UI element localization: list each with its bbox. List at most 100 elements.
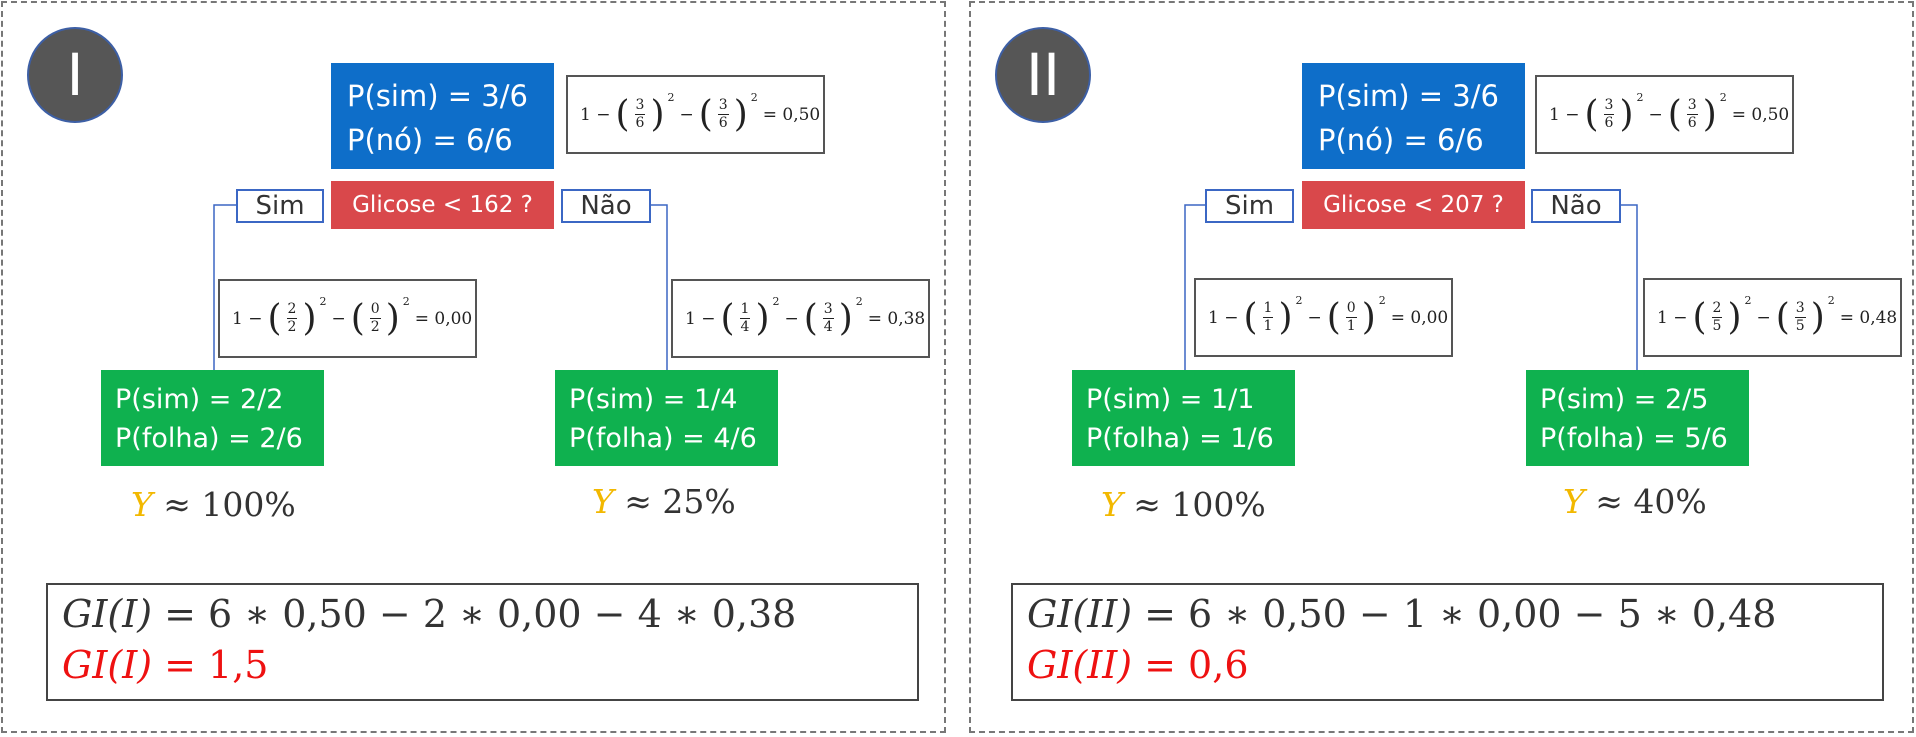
gini-prefix: 1 − (1208, 307, 1239, 328)
probability-value: ≈ 25% (624, 482, 736, 521)
gini-den-2: 4 (823, 319, 833, 335)
gini-prefix: 1 − (580, 104, 611, 125)
leaf-p-sim: P(sim) = 1/1 (1086, 384, 1255, 415)
gi-result: = 1,5 (164, 643, 269, 687)
gini-impurity-box: GI(I) = 6 ∗ 0,50 − 2 ∗ 0,00 − 4 ∗ 0,38 G… (46, 583, 919, 701)
right-leaf-node: P(sim) = 2/5 P(folha) = 5/6 (1526, 370, 1749, 466)
leaf-p-sim: P(sim) = 2/2 (115, 384, 284, 415)
gini-den-1: 4 (740, 319, 750, 335)
condition-text: Glicose < 207 ? (1323, 192, 1504, 218)
gini-num-1: 2 (1711, 300, 1723, 318)
leaf-p-folha: P(folha) = 5/6 (1540, 423, 1728, 454)
branch-no-text: Não (580, 191, 632, 221)
y-symbol: Y (131, 485, 153, 524)
leaf-p-sim: P(sim) = 2/5 (1540, 384, 1709, 415)
branch-yes-text: Sim (255, 191, 305, 221)
panel-badge: I (27, 27, 123, 123)
root-p-no: P(nó) = 6/6 (1318, 123, 1484, 157)
right-gini-formula: 1 − (2 5) 2 − (3 5) 2 = 0,48 (1643, 278, 1902, 357)
gini-den-2: 5 (1795, 318, 1805, 334)
panel-II: II P(sim) = 3/6 P(nó) = 6/6 1 − (3 6) 2 − … (969, 1, 1914, 733)
gini-den-1: 1 (1263, 318, 1273, 334)
gi-expression-line: GI(I) = 6 ∗ 0,50 − 2 ∗ 0,00 − 4 ∗ 0,38 (62, 589, 903, 640)
branch-no-text: Não (1550, 191, 1602, 221)
gini-den-1: 6 (1604, 115, 1614, 131)
left-leaf-node: P(sim) = 2/2 P(folha) = 2/6 (101, 370, 324, 466)
tree-connectors (213, 204, 668, 370)
left-gini-formula: 1 − (2 2) 2 − (0 2) 2 = 0,00 (218, 279, 477, 358)
condition-text: Glicose < 162 ? (352, 192, 533, 218)
left-leaf-node: P(sim) = 1/1 P(folha) = 1/6 (1072, 370, 1295, 466)
leaf-p-folha: P(folha) = 1/6 (1086, 423, 1274, 454)
gini-prefix: 1 − (685, 308, 716, 329)
gini-result: = 0,48 (1839, 307, 1898, 328)
gini-num-1: 3 (634, 97, 646, 115)
gini-den-1: 2 (287, 319, 297, 335)
gini-den-2: 1 (1346, 318, 1356, 334)
y-symbol: Y (1563, 482, 1585, 521)
tree-connectors (1184, 204, 1638, 370)
connector-no (651, 204, 668, 370)
right-leaf-probability: Y ≈ 40% (1563, 482, 1707, 521)
y-symbol: Y (592, 482, 614, 521)
root-p-sim: P(sim) = 3/6 (1318, 79, 1499, 113)
gini-num-2: 3 (822, 301, 834, 319)
leaf-p-sim: P(sim) = 1/4 (569, 384, 738, 415)
branch-no-label: Não (561, 189, 651, 223)
left-gini-formula: 1 − (1 1) 2 − (0 1) 2 = 0,00 (1194, 278, 1453, 357)
condition-node: Glicose < 162 ? (331, 181, 554, 229)
gini-result: = 0,50 (762, 104, 821, 125)
gini-result: = 0,00 (414, 308, 473, 329)
gini-prefix: 1 − (1657, 307, 1688, 328)
gini-prefix: 1 − (1549, 104, 1580, 125)
root-p-no: P(nó) = 6/6 (347, 123, 513, 157)
gini-den-2: 6 (718, 115, 728, 131)
probability-value: ≈ 40% (1595, 482, 1707, 521)
root-gini-formula: 1 − (3 6) 2 − (3 6) 2 = 0,50 (1535, 75, 1794, 154)
badge-label: II (1025, 41, 1061, 109)
connector-yes (1184, 204, 1205, 370)
gini-prefix: 1 − (232, 308, 263, 329)
root-node: P(sim) = 3/6 P(nó) = 6/6 (331, 63, 554, 169)
gini-result: = 0,38 (867, 308, 926, 329)
gini-num-2: 0 (369, 301, 381, 319)
left-leaf-probability: Y ≈ 100% (131, 485, 296, 524)
branch-yes-text: Sim (1224, 191, 1275, 221)
gi-expression-line: GI(II) = 6 ∗ 0,50 − 1 ∗ 0,00 − 5 ∗ 0,48 (1027, 589, 1868, 640)
gi-result: = 0,6 (1144, 643, 1249, 687)
root-gini-formula: 1 − (3 6) 2 − (3 6) 2 = 0,50 (566, 75, 825, 154)
branch-yes-label: Sim (236, 189, 324, 223)
probability-value: ≈ 100% (1133, 485, 1266, 524)
left-leaf-probability: Y ≈ 100% (1101, 485, 1266, 524)
gini-num-1: 1 (1262, 300, 1274, 318)
gi-name: GI(I) (62, 643, 153, 687)
y-symbol: Y (1101, 485, 1123, 524)
condition-node: Glicose < 207 ? (1302, 181, 1525, 229)
gi-result-line: GI(I) = 1,5 (62, 640, 903, 691)
gini-den-1: 5 (1712, 318, 1722, 334)
badge-label: I (66, 41, 84, 109)
gi-expression: = 6 ∗ 0,50 − 2 ∗ 0,00 − 4 ∗ 0,38 (164, 592, 797, 636)
gini-num-1: 2 (286, 301, 298, 319)
gi-expression: = 6 ∗ 0,50 − 1 ∗ 0,00 − 5 ∗ 0,48 (1144, 592, 1777, 636)
gini-result: = 0,00 (1390, 307, 1449, 328)
gini-num-1: 1 (739, 301, 751, 319)
gini-num-2: 3 (1686, 97, 1698, 115)
gini-num-2: 3 (1794, 300, 1806, 318)
branch-no-label: Não (1531, 189, 1621, 223)
gini-den-1: 6 (635, 115, 645, 131)
gini-num-2: 0 (1345, 300, 1357, 318)
panel-badge: II (995, 27, 1091, 123)
gini-num-2: 3 (717, 97, 729, 115)
root-node: P(sim) = 3/6 P(nó) = 6/6 (1302, 63, 1525, 169)
panel-I: I P(sim) = 3/6 P(nó) = 6/6 1 − (3 6) 2 − (… (1, 1, 946, 733)
right-gini-formula: 1 − (1 4) 2 − (3 4) 2 = 0,38 (671, 279, 930, 358)
gi-name: GI(I) (62, 592, 153, 636)
gi-name: GI(II) (1027, 592, 1133, 636)
leaf-p-folha: P(folha) = 4/6 (569, 423, 757, 454)
gini-den-2: 2 (370, 319, 380, 335)
connector-yes (213, 204, 236, 370)
gi-result-line: GI(II) = 0,6 (1027, 640, 1868, 691)
gini-den-2: 6 (1687, 115, 1697, 131)
branch-yes-label: Sim (1205, 189, 1294, 223)
